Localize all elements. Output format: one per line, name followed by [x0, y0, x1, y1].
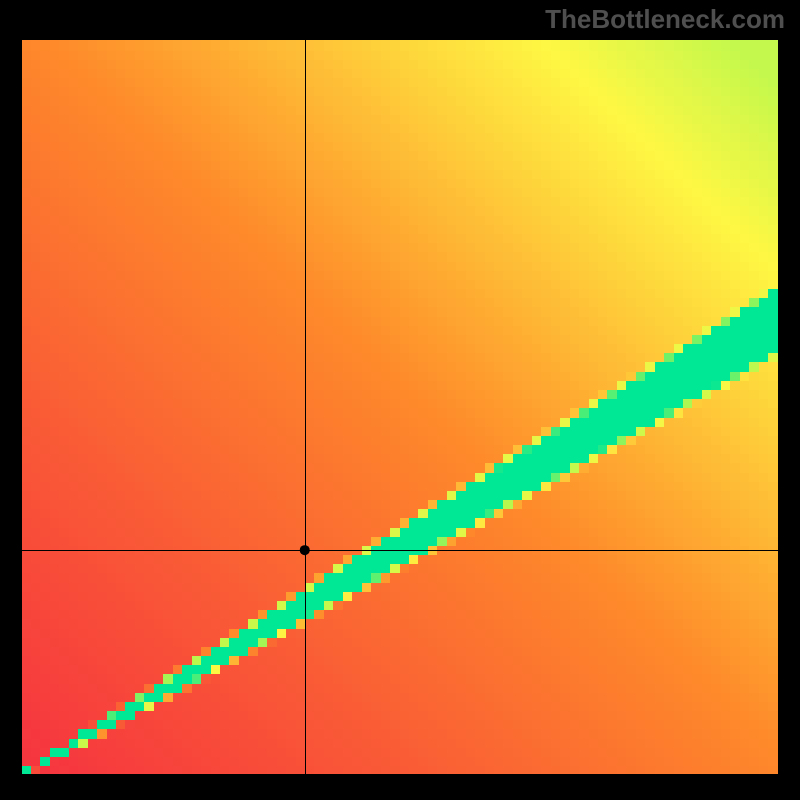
- chart-container: TheBottleneck.com: [0, 0, 800, 800]
- watermark-text: TheBottleneck.com: [545, 4, 785, 35]
- heatmap-canvas: [22, 40, 778, 774]
